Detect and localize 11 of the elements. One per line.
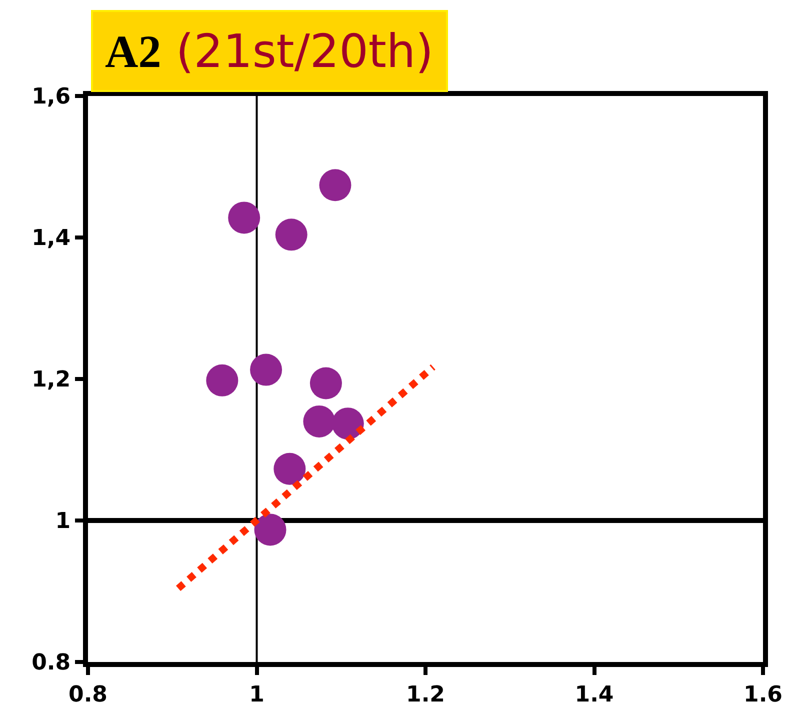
x-tick-label: 1.2	[406, 682, 445, 708]
y-tick-label: 1	[55, 509, 71, 534]
x-tick-label: 0.8	[68, 682, 108, 708]
x-tick-label: 1	[249, 682, 264, 708]
x-tick-label: 1.6	[744, 682, 782, 708]
y-tick-label: 1,6	[32, 84, 71, 110]
x-tick-label: 1.4	[574, 682, 614, 708]
y-tick-label: 1,2	[32, 368, 71, 393]
y-tick-label: 1,4	[32, 226, 71, 252]
chart-title: A2 (21st/20th)	[105, 24, 434, 78]
y-tick-label: 0.8	[32, 650, 71, 676]
